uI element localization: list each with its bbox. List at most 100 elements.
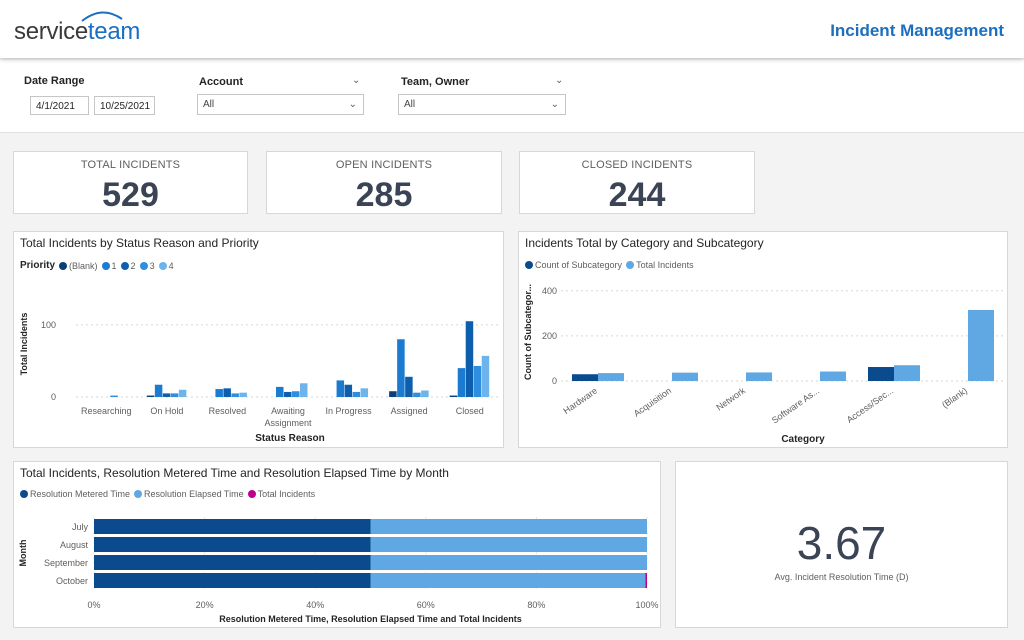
chart-monthly-card[interactable]: Total Incidents, Resolution Metered Time… [13, 461, 661, 628]
legend-item[interactable]: 1 [101, 261, 117, 271]
kpi-card-open-incidents[interactable]: OPEN INCIDENTS 285 [266, 151, 502, 214]
kpi-card-total-incidents[interactable]: TOTAL INCIDENTS 529 [13, 151, 248, 214]
date-end-input[interactable]: 10/25/2021 [94, 96, 155, 115]
account-select-value: All [203, 99, 215, 110]
legend-item[interactable]: Total Incidents [626, 260, 694, 270]
x-tick-label: 20% [196, 600, 214, 610]
chart-category-card[interactable]: Incidents Total by Category and Subcateg… [518, 231, 1008, 448]
x-tick-label: Hardware [561, 385, 599, 416]
bar-segment [94, 555, 371, 570]
legend-swatch [158, 261, 167, 270]
bar [110, 395, 118, 397]
legend-label: Resolution Metered Time [30, 489, 131, 499]
kpi-card-closed-incidents[interactable]: CLOSED INCIDENTS 244 [519, 151, 755, 214]
chart-title: Incidents Total by Category and Subcateg… [525, 236, 764, 250]
y-tick-label: 100 [41, 320, 56, 330]
bar [481, 355, 490, 397]
logo-text-b: team [87, 18, 141, 45]
avg-resolution-caption: Avg. Incident Resolution Time (D) [774, 572, 909, 582]
chart-legend: Count of Subcategory Total Incidents [525, 260, 698, 270]
bar-segment [370, 555, 647, 570]
legend-item[interactable]: Resolution Elapsed Time [134, 489, 244, 499]
team-owner-expand-chevron-icon[interactable]: ⌄ [555, 75, 564, 86]
legend-title: Priority [20, 260, 56, 271]
y-tick-label: August [60, 540, 89, 550]
bar [344, 384, 353, 397]
x-tick-label: Software As... [770, 385, 821, 425]
bar [389, 391, 397, 397]
kpi-label: CLOSED INCIDENTS [581, 159, 693, 171]
bar [868, 367, 894, 381]
avg-resolution-value: 3.67 [796, 517, 887, 569]
legend-swatch [101, 261, 110, 270]
legend-swatch [525, 261, 533, 269]
chart-title: Total Incidents by Status Reason and Pri… [20, 236, 259, 250]
bar [457, 368, 466, 397]
bar [154, 384, 163, 397]
x-axis-label: Category [781, 434, 825, 445]
y-axis-label: Count of Subcategor... [523, 284, 533, 380]
legend-label: Count of Subcategory [535, 260, 623, 270]
team-owner-select-value: All [404, 99, 416, 110]
team-owner-label: Team, Owner [401, 76, 470, 88]
x-tick-label: Resolved [209, 406, 247, 416]
bar [162, 393, 171, 397]
account-expand-chevron-icon[interactable]: ⌄ [352, 75, 361, 86]
x-tick-label: (Blank) [940, 385, 969, 410]
bar [820, 371, 846, 381]
y-tick-label: 200 [542, 331, 557, 341]
kpi-value: 244 [608, 176, 666, 214]
kpi-label: TOTAL INCIDENTS [80, 159, 181, 171]
category-chart: 0 200 400 Count of Subcategor... Hardware Acq… [523, 284, 1005, 445]
legend-item[interactable]: 4 [158, 260, 174, 271]
bar [276, 386, 284, 397]
page-title: Incident Management [830, 21, 1004, 40]
date-start-input[interactable]: 4/1/2021 [30, 96, 89, 115]
status-priority-chart: 0 100 Total Incidents Researching On Hold Res… [19, 313, 500, 444]
logo[interactable]: serviceteam [14, 18, 140, 46]
y-axis-label: Total Incidents [19, 313, 29, 376]
legend-item[interactable]: Resolution Metered Time [20, 489, 130, 499]
team-owner-select[interactable]: All ⌄ [398, 94, 566, 115]
legend-item[interactable]: 2 [120, 260, 136, 271]
x-tick-label: 100% [635, 600, 658, 610]
bar [352, 391, 361, 397]
bar-segment [94, 519, 371, 534]
bar [292, 391, 300, 397]
x-tick-label: Acquisition [632, 385, 673, 418]
legend-item[interactable]: (Blank) [59, 261, 98, 271]
legend-item[interactable]: Total Incidents [247, 489, 315, 499]
legend-swatch [134, 490, 143, 498]
bar [239, 392, 247, 397]
bar [746, 372, 772, 381]
bar [397, 339, 405, 397]
kpi-label: OPEN INCIDENTS [335, 159, 433, 171]
y-tick-label: 400 [542, 286, 557, 296]
bar [284, 391, 292, 397]
x-tick-label: 80% [527, 600, 545, 610]
legend-label: 4 [168, 260, 174, 271]
logo-text-a: service [14, 18, 88, 45]
y-tick-label: 0 [51, 392, 56, 402]
x-tick-label: 40% [306, 600, 324, 610]
chevron-down-icon: ⌄ [348, 99, 357, 110]
bar [413, 392, 421, 397]
bar [231, 393, 239, 397]
legend-label: 2 [130, 260, 136, 271]
legend-item[interactable]: Count of Subcategory [525, 260, 622, 270]
bar [405, 376, 413, 397]
bar [473, 365, 482, 397]
chart-status-priority-card[interactable]: Total Incidents by Status Reason and Pri… [13, 231, 504, 448]
account-select[interactable]: All ⌄ [197, 94, 364, 115]
app-header: serviceteam Incident Management [0, 0, 1024, 58]
legend-swatch [59, 261, 68, 270]
bar [300, 383, 308, 397]
bar-segment [645, 573, 647, 588]
bar [449, 395, 458, 397]
legend-item[interactable]: 3 [139, 261, 155, 271]
y-tick-label: 0 [552, 376, 557, 386]
legend-swatch [120, 261, 129, 270]
y-tick-label: September [44, 558, 88, 568]
avg-resolution-card[interactable]: 3.67 Avg. Incident Resolution Time (D) [675, 461, 1008, 628]
legend-swatch [626, 261, 635, 269]
